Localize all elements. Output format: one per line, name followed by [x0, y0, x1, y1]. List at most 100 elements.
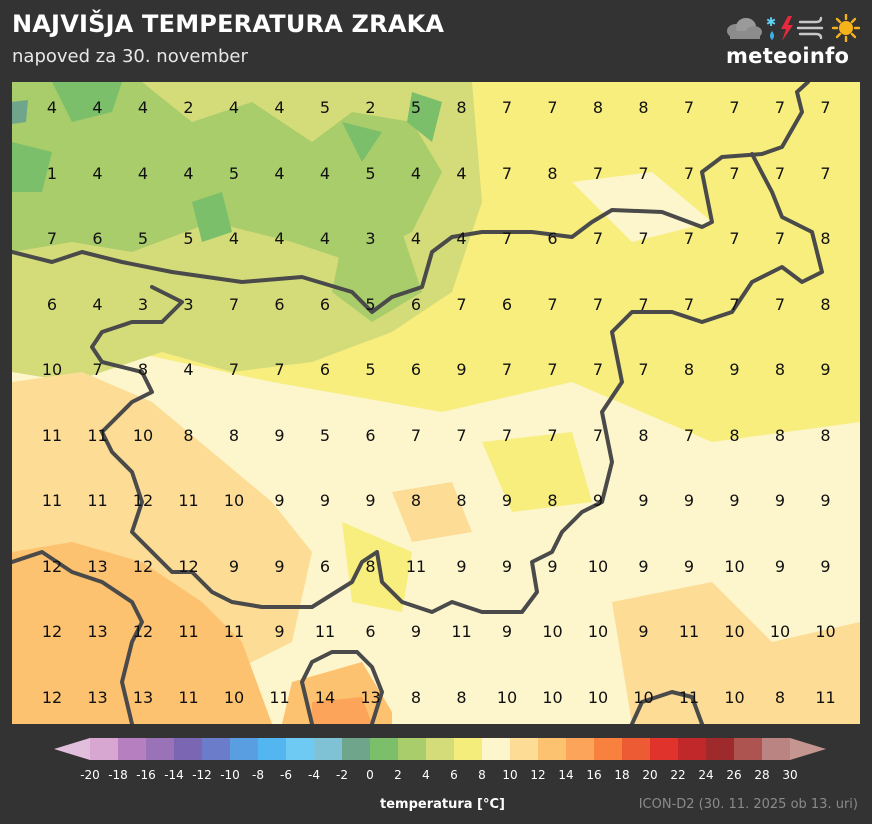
temperature-value: 6 [365, 425, 376, 445]
temperature-value: 9 [638, 622, 649, 641]
temperature-value: 7 [456, 294, 467, 314]
color-legend: -20 -18 -16 -14 -12 -10 -8 -6 -4 -2 0 2 4 6 8 10 12 14 16 1… [54, 738, 826, 788]
page-subtitle: napoved za 30. november [12, 46, 248, 67]
legend-tick-label: 24 [698, 768, 714, 782]
legend-swatch [510, 738, 539, 760]
legend-swatch [314, 738, 343, 760]
temperature-value: 6 [501, 294, 513, 314]
temperature-value: 8 [456, 491, 467, 510]
temperature-value: 4 [319, 163, 331, 183]
temperature-value: 11 [87, 491, 108, 510]
legend-swatch [342, 738, 371, 760]
legend-swatch [650, 738, 679, 760]
temperature-value: 9 [683, 491, 695, 510]
temperature-value: 7 [774, 98, 786, 117]
temperature-value: 8 [729, 425, 740, 445]
legend-high-arrow [790, 738, 826, 760]
temperature-value: 7 [683, 229, 695, 248]
temperature-value: 9 [274, 425, 285, 445]
temperature-value: 8 [228, 425, 240, 445]
temperature-value: 10 [132, 425, 154, 445]
temperature-value: 7 [274, 360, 285, 379]
temperature-value: 4 [137, 163, 149, 183]
grid-row: 11 11 10 8 8 9 5 6 7 7 7 7 7 8 7 8 8 8 [12, 426, 860, 446]
lightning-icon [781, 16, 793, 41]
temperature-value: 4 [410, 229, 422, 248]
temperature-value: 11 [87, 425, 108, 445]
temperature-value: 7 [228, 294, 240, 314]
grid-row: 1 4 4 4 5 4 4 5 4 4 7 8 7 7 7 7 7 7 [12, 164, 860, 184]
temperature-value: 11 [314, 622, 336, 641]
legend-tick-label: 14 [558, 768, 574, 782]
temperature-value: 8 [774, 425, 786, 445]
temperature-value: 3 [365, 229, 376, 248]
temperature-value: 5 [365, 360, 376, 379]
grid-row: 7 6 5 5 4 4 4 3 4 4 7 6 7 7 7 7 7 8 [12, 229, 860, 249]
temperature-value: 6 [547, 229, 558, 248]
temperature-value: 7 [547, 98, 558, 117]
logo[interactable]: ✱ [724, 14, 860, 70]
temperature-value: 9 [501, 622, 513, 641]
legend-low-arrow [54, 738, 90, 760]
temperature-value: 5 [183, 229, 194, 248]
legend-tick-label: 4 [422, 768, 430, 782]
temperature-value: 9 [274, 556, 285, 576]
legend-tick-label: -4 [308, 768, 320, 782]
legend-swatch [398, 738, 427, 760]
legend-swatch [230, 738, 259, 760]
temperature-value: 13 [132, 687, 154, 707]
temperature-value: 6 [46, 294, 58, 314]
legend-color-bar [54, 738, 826, 760]
temperature-value: 6 [410, 294, 422, 314]
temperature-value: 12 [132, 491, 154, 510]
temperature-value: 8 [820, 229, 831, 248]
temperature-value: 4 [319, 229, 331, 248]
legend-tick-label: 28 [754, 768, 770, 782]
legend-tick-label: -2 [336, 768, 348, 782]
temperature-value: 5 [228, 163, 240, 183]
temperature-value: 5 [365, 163, 376, 183]
temperature-value: 8 [774, 360, 786, 379]
temperature-value: 7 [592, 360, 604, 379]
legend-tick-label: 8 [478, 768, 486, 782]
temperature-value: 2 [365, 98, 376, 117]
temperature-value: 10 [41, 360, 63, 379]
temperature-value: 9 [456, 556, 467, 576]
temperature-value: 9 [319, 491, 331, 510]
legend-swatch [622, 738, 651, 760]
grid-row: 10 7 8 4 7 7 6 5 6 9 7 7 7 7 8 9 8 9 [12, 360, 860, 380]
temperature-value: 7 [592, 294, 604, 314]
temperature-value: 9 [456, 360, 467, 379]
temperature-value: 7 [683, 425, 695, 445]
temperature-value: 6 [92, 229, 103, 248]
temperature-value: 7 [774, 294, 786, 314]
temperature-value: 9 [501, 556, 513, 576]
temperature-value: 4 [137, 98, 149, 117]
legend-ticks: -20 -18 -16 -14 -12 -10 -8 -6 -4 -2 0 2 4 6 8 10 12 14 16 1… [54, 768, 826, 784]
temperature-value: 7 [820, 98, 831, 117]
map-background [12, 82, 860, 724]
legend-tick-label: 22 [670, 768, 686, 782]
temperature-value: 6 [319, 360, 331, 379]
temperature-value: 7 [547, 294, 558, 314]
temperature-value: 11 [223, 622, 245, 641]
temperature-value: 7 [501, 360, 513, 379]
temperature-value: 6 [410, 360, 422, 379]
legend-tick-label: 12 [530, 768, 546, 782]
temperature-value: 12 [41, 556, 63, 576]
temperature-value: 7 [501, 98, 513, 117]
temperature-value: 4 [92, 163, 103, 183]
legend-swatch [370, 738, 399, 760]
legend-swatch [734, 738, 763, 760]
legend-swatch [454, 738, 483, 760]
temperature-value: 10 [542, 622, 563, 641]
temperature-value: 8 [592, 98, 604, 117]
temperature-value: 12 [41, 687, 63, 707]
temperature-value: 7 [638, 163, 649, 183]
temperature-value: 4 [410, 163, 422, 183]
temperature-value: 7 [638, 294, 649, 314]
temperature-value: 4 [456, 229, 467, 248]
temperature-value: 8 [547, 491, 558, 510]
legend-swatch [258, 738, 287, 760]
